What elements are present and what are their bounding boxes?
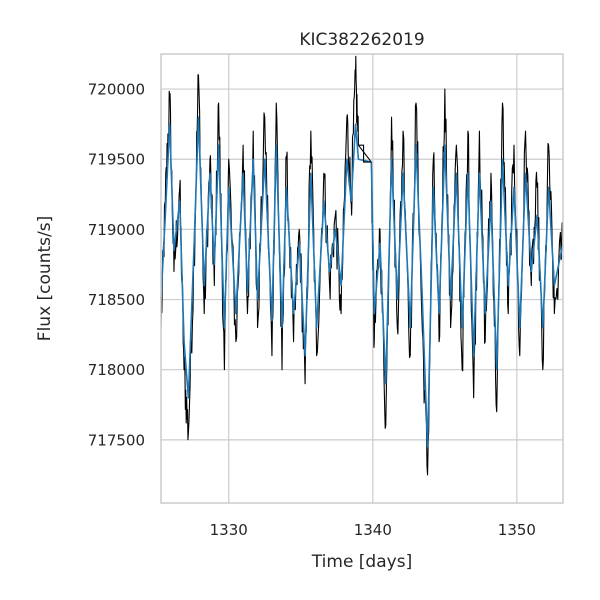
- raw-flux-line: [160, 55, 564, 476]
- gap-step-line: [358, 144, 372, 163]
- y-tick-label: 718000: [88, 361, 145, 379]
- chart-title: KIC382262019: [299, 30, 424, 50]
- smoothed-flux-line: [160, 116, 564, 448]
- x-tick-label: 1340: [354, 521, 392, 539]
- y-tick-label: 719000: [88, 221, 145, 239]
- x-tick-label: 1350: [498, 521, 536, 539]
- y-axis-title: Flux [counts/s]: [35, 216, 55, 341]
- x-tick-labels: 1330 1340 1350: [210, 521, 536, 539]
- x-tick-label: 1330: [210, 521, 248, 539]
- y-tick-label: 719500: [88, 151, 145, 169]
- y-tick-label: 720000: [88, 81, 145, 99]
- y-tick-labels: 717500 718000 718500 719000 719500 720000: [88, 81, 145, 450]
- y-tick-label: 718500: [88, 291, 145, 309]
- y-tick-label: 717500: [88, 431, 145, 449]
- plot-series: [160, 55, 564, 476]
- plot-frame: [160, 53, 564, 504]
- x-axis-title: Time [days]: [311, 552, 412, 572]
